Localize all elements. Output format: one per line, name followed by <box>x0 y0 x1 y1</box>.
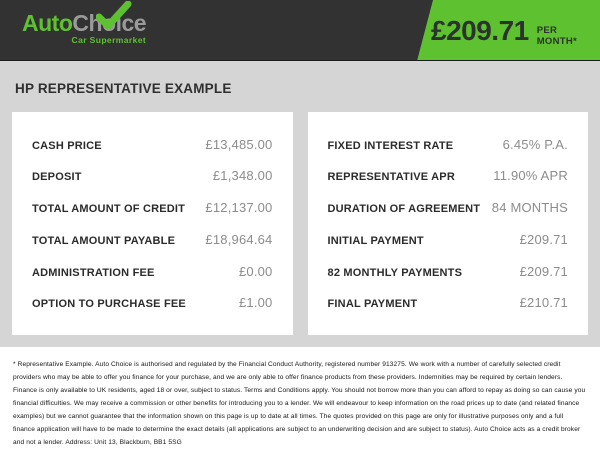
row-label: INITIAL PAYMENT <box>327 234 424 247</box>
table-row: TOTAL AMOUNT OF CREDIT £12,137.00 <box>32 200 273 215</box>
table-row: TOTAL AMOUNT PAYABLE £18,964.64 <box>32 232 273 247</box>
monthly-price-badge: £209.71 PER MONTH* <box>417 0 600 60</box>
row-value: £1,348.00 <box>212 168 273 184</box>
page-title: HP REPRESENTATIVE EXAMPLE <box>15 81 232 96</box>
row-value: £210.71 <box>519 295 568 311</box>
table-row: FIXED INTEREST RATE 6.45% P.A. <box>328 137 569 152</box>
table-row: CASH PRICE £13,485.00 <box>32 137 273 152</box>
row-label: REPRESENTATIVE APR <box>327 171 455 184</box>
autochoice-logo[interactable]: AutoChoice Car Supermarket <box>22 1 147 45</box>
table-row: OPTION TO PURCHASE FEE £1.00 <box>32 295 273 310</box>
header-bar: AutoChoice Car Supermarket £209.71 PER M… <box>0 0 600 61</box>
row-value: £12,137.00 <box>205 200 273 216</box>
table-row: FINAL PAYMENT £210.71 <box>328 295 569 310</box>
table-row: INITIAL PAYMENT £209.71 <box>328 232 569 247</box>
row-label: TOTAL AMOUNT PAYABLE <box>32 234 176 247</box>
row-value: 6.45% P.A. <box>502 136 568 152</box>
monthly-price-amount: £209.71 <box>431 14 529 46</box>
row-label: DURATION OF AGREEMENT <box>327 203 481 216</box>
finance-example-section: HP REPRESENTATIVE EXAMPLE CASH PRICE £13… <box>0 61 600 347</box>
row-label: 82 MONTHLY PAYMENTS <box>327 266 463 279</box>
logo-part-auto: Auto <box>22 10 73 36</box>
row-label: FINAL PAYMENT <box>327 298 418 311</box>
footer: * Representative Example. Auto Choice is… <box>0 347 600 449</box>
finance-panels: CASH PRICE £13,485.00 DEPOSIT £1,348.00 … <box>12 112 588 335</box>
checkmark-icon <box>96 1 132 29</box>
monthly-price-suffix: PER MONTH* <box>536 25 578 47</box>
row-label: ADMINISTRATION FEE <box>32 266 155 279</box>
table-row: REPRESENTATIVE APR 11.90% APR <box>328 168 569 183</box>
row-label: FIXED INTEREST RATE <box>327 139 454 152</box>
finance-panel-right: FIXED INTEREST RATE 6.45% P.A. REPRESENT… <box>307 112 588 335</box>
row-value: 84 MONTHS <box>491 200 568 216</box>
logo-tagline: Car Supermarket <box>71 35 147 45</box>
disclaimer-text: * Representative Example. Auto Choice is… <box>13 361 586 446</box>
row-value: £209.71 <box>519 263 568 279</box>
table-row: DEPOSIT £1,348.00 <box>32 168 273 183</box>
row-label: TOTAL AMOUNT OF CREDIT <box>32 203 186 216</box>
table-row: 82 MONTHLY PAYMENTS £209.71 <box>328 264 569 279</box>
finance-panel-left: CASH PRICE £13,485.00 DEPOSIT £1,348.00 … <box>12 112 293 335</box>
row-value: £209.71 <box>519 231 568 247</box>
row-value: £0.00 <box>238 263 273 279</box>
row-value: 11.90% APR <box>493 168 568 184</box>
row-value: £13,485.00 <box>205 136 273 152</box>
table-row: DURATION OF AGREEMENT 84 MONTHS <box>328 200 569 215</box>
row-value: £1.00 <box>238 295 273 311</box>
row-label: DEPOSIT <box>32 171 82 184</box>
row-value: £18,964.64 <box>205 231 273 247</box>
table-row: ADMINISTRATION FEE £0.00 <box>32 264 273 279</box>
row-label: OPTION TO PURCHASE FEE <box>32 298 186 311</box>
row-label: CASH PRICE <box>32 139 102 152</box>
